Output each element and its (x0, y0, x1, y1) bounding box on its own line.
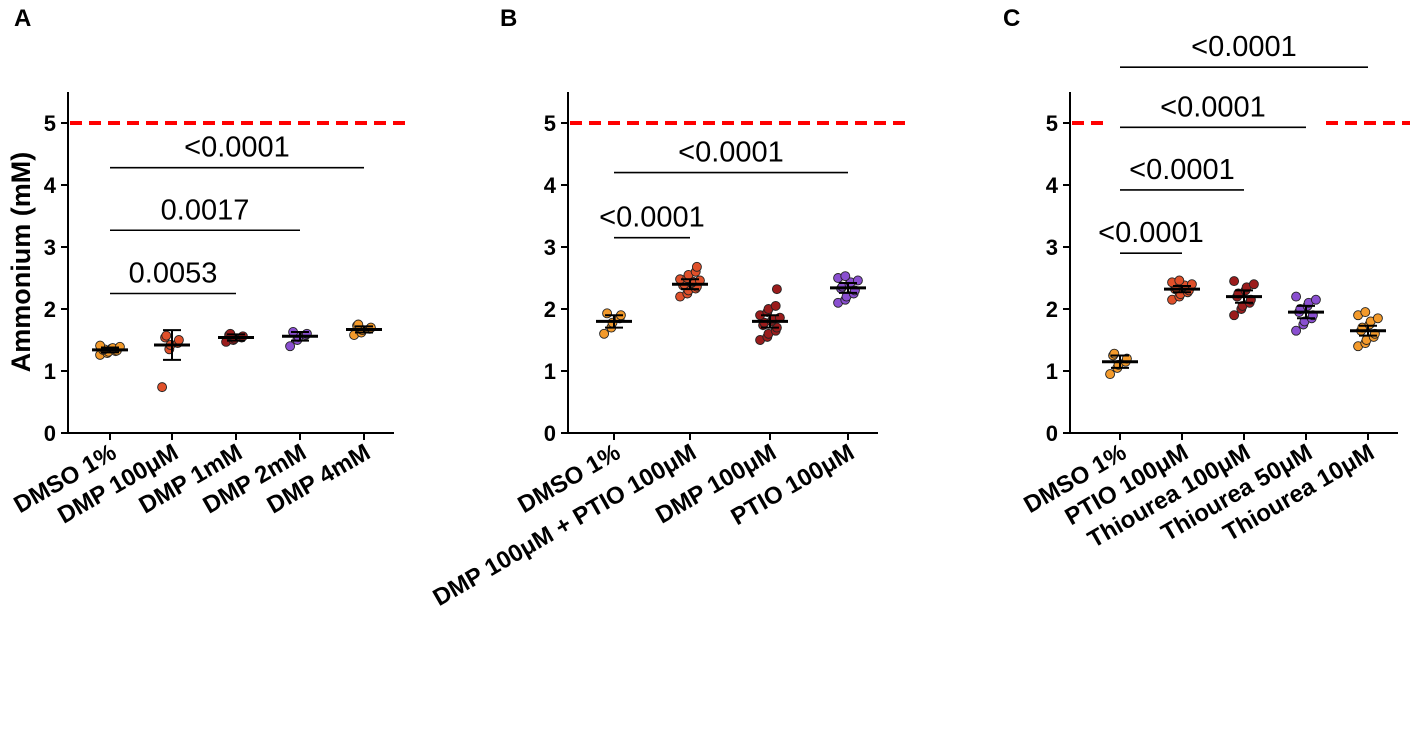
y-tick-label: 2 (544, 297, 556, 322)
p-value-label: <0.0001 (599, 202, 705, 234)
data-point (602, 308, 613, 319)
data-point (599, 328, 610, 339)
data-point (1310, 294, 1321, 305)
data-point (771, 284, 782, 295)
y-tick-label: 0 (544, 421, 556, 446)
data-point (1105, 369, 1116, 380)
p-value-label: <0.0001 (1098, 217, 1204, 249)
p-value-label: <0.0001 (1129, 154, 1235, 186)
data-point (840, 271, 851, 282)
data-point (1372, 313, 1383, 324)
data-point (1229, 276, 1240, 287)
data-point (285, 341, 296, 352)
y-tick-label: 5 (1046, 111, 1058, 136)
y-tick-label: 4 (44, 173, 57, 198)
y-tick-label: 0 (1046, 421, 1058, 446)
p-value-label: <0.0001 (1191, 31, 1297, 63)
data-point (353, 319, 364, 330)
data-point (173, 335, 184, 345)
panel-label-b: B (500, 5, 517, 32)
data-point (1360, 307, 1371, 318)
p-value-label: <0.0001 (1160, 91, 1266, 123)
y-tick-label: 5 (544, 111, 556, 136)
data-point (1248, 279, 1259, 290)
panel-label-a: A (14, 5, 31, 32)
y-tick-label: 3 (1046, 235, 1058, 260)
data-point (1186, 279, 1197, 290)
p-value-label: <0.0001 (184, 132, 290, 164)
y-tick-label: 4 (544, 173, 557, 198)
p-value-label: 0.0053 (129, 258, 218, 290)
data-point (770, 300, 781, 311)
data-point (1174, 275, 1185, 286)
p-value-label: 0.0017 (161, 194, 250, 226)
data-point (1229, 310, 1240, 321)
data-point (1109, 348, 1120, 359)
y-tick-label: 2 (44, 297, 56, 322)
y-axis-label: Ammonium (mM) (6, 152, 36, 372)
y-tick-label: 4 (1046, 173, 1059, 198)
data-point (161, 330, 172, 341)
y-tick-label: 3 (544, 235, 556, 260)
p-value-label: <0.0001 (678, 137, 784, 169)
y-tick-label: 1 (544, 359, 556, 384)
y-tick-label: 0 (44, 421, 56, 446)
y-tick-label: 5 (44, 111, 56, 136)
panel-label-c: C (1003, 5, 1020, 32)
y-tick-label: 1 (1046, 359, 1058, 384)
y-tick-label: 1 (44, 359, 56, 384)
y-tick-label: 3 (44, 235, 56, 260)
data-point (157, 382, 168, 393)
data-point (1291, 291, 1302, 302)
data-point (691, 261, 702, 272)
data-point (1291, 325, 1302, 336)
y-tick-label: 2 (1046, 297, 1058, 322)
